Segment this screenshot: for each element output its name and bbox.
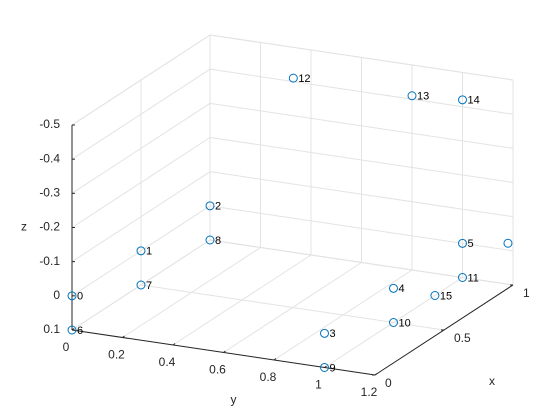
grid-line bbox=[71, 102, 211, 194]
point-label: 6 bbox=[77, 325, 83, 337]
data-point bbox=[320, 363, 329, 372]
data-point bbox=[205, 201, 215, 211]
grid-line bbox=[209, 205, 514, 252]
point-label: 10 bbox=[399, 317, 411, 329]
z-tick-label: 0 bbox=[53, 288, 60, 302]
grid-line bbox=[71, 205, 211, 297]
point-label: 2 bbox=[215, 201, 221, 213]
z-tick-label: -0.3 bbox=[39, 186, 60, 200]
y-tick-label: 0.8 bbox=[260, 370, 277, 384]
data-point bbox=[503, 238, 513, 248]
y-tick-label: 0 bbox=[63, 340, 70, 354]
data-point bbox=[389, 318, 398, 327]
grid-line bbox=[209, 34, 514, 81]
y-tick-label: 1 bbox=[315, 378, 322, 392]
y-tick-label: 1.2 bbox=[361, 385, 378, 399]
grid-line bbox=[71, 239, 211, 331]
data-point bbox=[430, 291, 440, 300]
z-axis-label: z bbox=[21, 220, 27, 234]
data-point bbox=[320, 328, 329, 338]
point-label: 15 bbox=[440, 290, 452, 302]
point-label: 13 bbox=[417, 91, 429, 103]
y-tick-label: 0.2 bbox=[108, 348, 125, 362]
data-point bbox=[458, 238, 467, 248]
point-label: 3 bbox=[330, 328, 336, 340]
z-tick-label: -0.2 bbox=[39, 220, 60, 234]
y-tick-label: 0.6 bbox=[209, 363, 226, 377]
grid-line bbox=[71, 137, 211, 228]
z-tick-label: -0.4 bbox=[39, 151, 60, 165]
grid-line bbox=[71, 34, 211, 126]
data-point bbox=[458, 95, 467, 105]
point-label: 5 bbox=[468, 238, 474, 250]
y-axis-label: y bbox=[231, 393, 237, 407]
data-point bbox=[407, 91, 417, 101]
point-label: 4 bbox=[399, 283, 405, 295]
point-label: 8 bbox=[215, 235, 221, 247]
y-tick-label: 0.4 bbox=[159, 355, 176, 369]
point-label: 0 bbox=[77, 291, 83, 303]
data-point bbox=[136, 246, 146, 256]
point-label: 12 bbox=[298, 73, 310, 85]
grid-line bbox=[71, 68, 211, 160]
data-point bbox=[136, 280, 146, 290]
grid-line bbox=[209, 68, 514, 115]
grid-line bbox=[209, 102, 514, 149]
z-tick-label: -0.5 bbox=[39, 117, 60, 131]
x-axis-label: x bbox=[489, 374, 495, 388]
data-point bbox=[205, 235, 215, 245]
grid bbox=[71, 34, 514, 376]
grid-line bbox=[140, 284, 445, 331]
data-point bbox=[67, 291, 77, 301]
grid-line bbox=[209, 239, 514, 286]
axes: 0 0.2 0.4 0.6 0.8 1 1.2 0 0.5 1 -0.5 -0.4 -0.3 -0.2 -0… bbox=[21, 117, 530, 407]
grid-line bbox=[209, 137, 514, 183]
z-tick-label: 0.1 bbox=[43, 322, 60, 336]
x-tick-label: 0 bbox=[385, 376, 392, 390]
data-point bbox=[288, 73, 298, 83]
grid-line bbox=[209, 171, 514, 218]
point-label: 11 bbox=[468, 272, 479, 284]
point-label: 9 bbox=[330, 362, 336, 374]
y-axis-line bbox=[71, 329, 376, 376]
point-label: 1 bbox=[146, 246, 152, 258]
data-point bbox=[389, 283, 398, 293]
grid-line bbox=[71, 171, 211, 263]
x-tick-label: 0.5 bbox=[454, 331, 471, 345]
z-tick-label: -0.1 bbox=[39, 254, 60, 268]
x-axis-line bbox=[374, 284, 514, 376]
data-point bbox=[458, 273, 467, 282]
point-label: 14 bbox=[468, 95, 480, 107]
point-label: 7 bbox=[146, 280, 152, 292]
x-tick-label: 1 bbox=[523, 286, 530, 300]
data-point bbox=[67, 325, 77, 335]
